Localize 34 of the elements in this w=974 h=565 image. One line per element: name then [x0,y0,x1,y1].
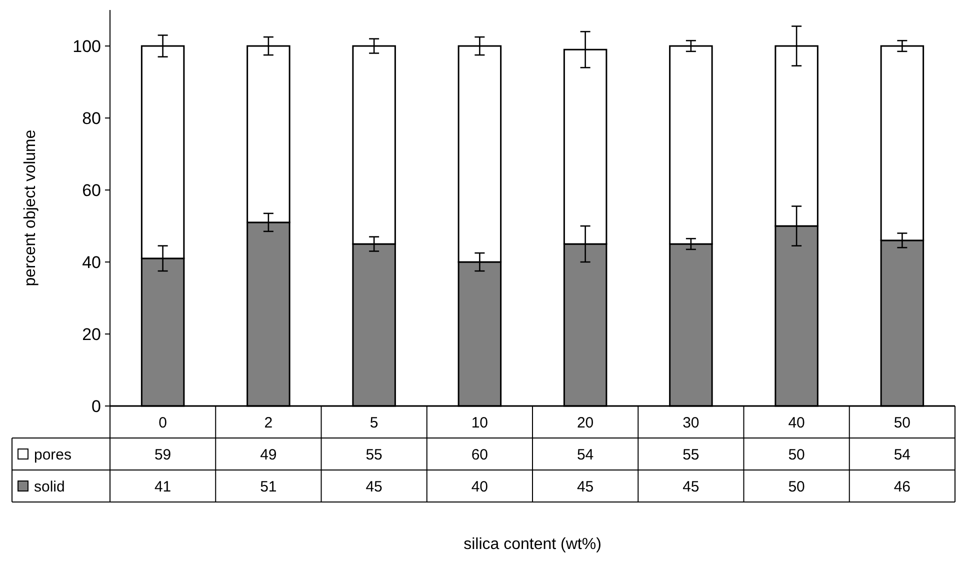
x-tick-label: 30 [682,414,700,432]
data-label: 54 [576,446,594,464]
data-label: 49 [260,446,277,464]
data-label: 59 [154,446,172,464]
x-tick-label: 5 [370,414,378,432]
data-label: 40 [471,478,488,496]
data-label: 46 [894,478,911,496]
y-tick-label: 0 [92,396,101,416]
data-label: 45 [366,478,382,496]
data-label: 45 [576,478,594,496]
x-tick-label: 50 [894,414,911,432]
data-label: 50 [788,446,805,464]
legend-label: pores [34,446,72,464]
data-label: 45 [682,478,700,496]
data-label: 55 [366,446,382,464]
x-tick-label: 10 [471,414,488,432]
y-tick-label: 100 [72,36,101,56]
x-tick-label: 2 [264,414,273,432]
x-tick-label: 0 [158,414,167,432]
legend-label: solid [34,478,65,496]
data-label: 60 [471,446,488,464]
data-label: 51 [260,478,277,496]
text: silica content (wt%) [464,536,602,553]
data-label: 54 [894,446,911,464]
y-axis-title: percent object volume [22,130,39,286]
y-tick-label: 80 [82,108,101,128]
y-tick-label: 40 [82,252,101,272]
data-label: 55 [682,446,700,464]
y-tick-label: 60 [82,180,101,200]
x-tick-label: 20 [576,414,594,432]
data-label: 41 [154,478,172,496]
data-label: 50 [788,478,805,496]
x-tick-label: 40 [788,414,805,432]
y-tick-label: 20 [82,324,101,344]
